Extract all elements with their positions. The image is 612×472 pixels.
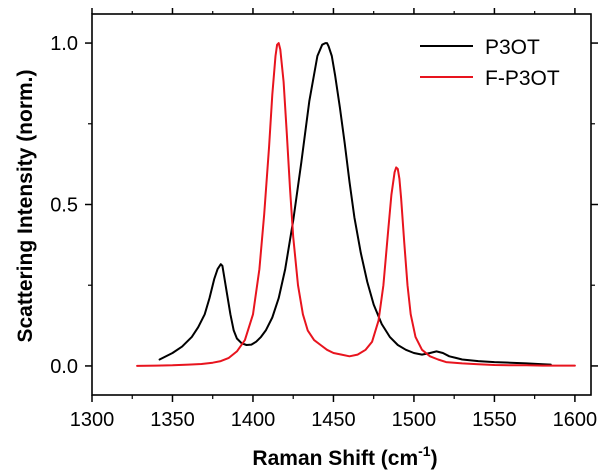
x-axis-title: Raman Shift (cm-1)	[252, 443, 437, 470]
x-tick-label: 1350	[150, 409, 195, 431]
series-line-p3ot	[158, 42, 552, 366]
x-axis-title-superscript: -1	[418, 443, 431, 459]
y-tick-label: 0.5	[50, 195, 78, 217]
x-tick-label: 1500	[392, 409, 437, 431]
axis-ticks	[85, 8, 598, 402]
x-tick-label: 1600	[553, 409, 598, 431]
y-tick-label: 1.0	[50, 33, 78, 55]
x-axis-title-suffix: )	[431, 447, 438, 470]
axis-tick-labels: 1300 1350 1400 1450 1500 1550 1600 0.0 0.5 1.0	[50, 33, 597, 431]
legend: P3OT F-P3OT	[420, 36, 560, 90]
y-tick-label: 0.0	[50, 356, 78, 378]
legend-label-fp3ot: F-P3OT	[485, 67, 560, 90]
series-lines	[136, 42, 576, 367]
series-line-f-p3ot	[136, 42, 576, 367]
legend-label-p3ot: P3OT	[485, 36, 540, 59]
x-axis-title-main: Raman Shift (cm	[252, 447, 418, 470]
plot-frame	[91, 13, 592, 396]
y-axis-title: Scattering Intensity (norm.)	[14, 69, 37, 342]
x-tick-label: 1450	[311, 409, 356, 431]
x-tick-label: 1550	[472, 409, 517, 431]
x-tick-label: 1400	[231, 409, 276, 431]
x-tick-label: 1300	[70, 409, 115, 431]
